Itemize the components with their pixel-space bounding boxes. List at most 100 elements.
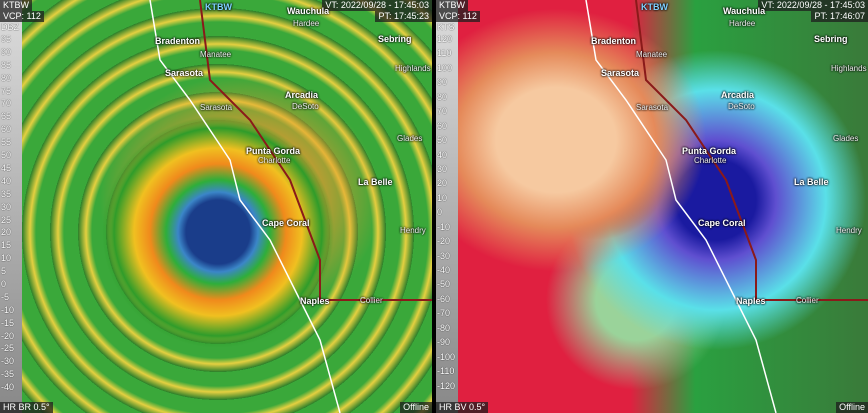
scale-label: -80 [437,322,451,333]
scale-label: 60 [437,120,448,131]
scale-label: 20 [437,178,448,189]
scale-label: -120 [437,380,456,391]
scale-label: 30 [437,163,448,174]
scale-label: 70 [1,98,12,109]
scale-label: -35 [1,369,15,380]
valid-time: VT: 2022/09/28 - 17:45:03 [758,0,868,11]
place-label: Charlotte [694,156,727,165]
scale-label: 0 [1,278,7,289]
process-time: PT: 17:46:07 [811,11,868,22]
scale-label: -10 [437,221,451,232]
scale-label: 55 [1,137,12,148]
scale-label: 40 [1,175,12,186]
place-label: Hendry [836,226,862,235]
place-label: DeSoto [728,102,755,111]
scale-label: 85 [1,59,12,70]
place-label: La Belle [794,177,829,187]
scale-label: -110 [437,366,455,377]
vcp-label: VCP: 112 [0,11,44,22]
product-label: HR BR 0.5° [0,402,53,413]
scale-label: 0 [437,207,443,218]
place-label: Hendry [400,226,426,235]
scale-label: 15 [1,240,12,251]
scale-label: 120 [437,34,453,44]
place-label: Sarasota [200,103,233,112]
station-label: KTBW [0,0,32,11]
place-label: Manatee [636,50,668,59]
scale-label: -20 [437,236,451,247]
place-label: Highlands [831,64,867,73]
place-label: Sarasota [601,68,640,78]
scale-unit: KTS [437,22,455,32]
radar-image [0,0,432,413]
velocity-panel: KTS 120 110 100 90 80 70 60 50 40 30 20 10 0 -10 -20 -30… [436,0,868,413]
place-label: Naples [300,296,330,306]
scale-label: 10 [1,253,12,264]
place-label: Sebring [814,34,848,44]
reflectivity-panel: DBZ 95 90 85 80 75 70 65 60 55 50 45 40 35 30 25 20 15 10 5… [0,0,432,413]
place-label: DeSoto [292,102,319,111]
map-overlay [149,0,432,413]
place-label: Bradenton [591,36,636,46]
scale-label: 40 [437,149,448,160]
scale-label: -50 [437,279,451,290]
scale-label: -10 [1,304,15,315]
status-label: Offline [836,402,868,413]
place-label: Hardee [729,19,756,28]
scale-label: 60 [1,124,12,135]
place-label: Highlands [395,64,431,73]
scale-unit: DBZ [1,22,19,32]
place-label: Wauchula [723,6,766,16]
scale-label: 65 [1,111,12,122]
scale-label: -5 [1,291,10,302]
scale-label: 80 [1,72,12,83]
scale-label: 50 [1,150,12,161]
scale-label: -20 [1,330,15,341]
place-label: Wauchula [287,6,330,16]
place-label: Collier [796,296,819,305]
place-label: Arcadia [721,90,755,100]
place-label: Bradenton [155,36,200,46]
place-label: Cape Coral [698,218,746,228]
place-label: Sarasota [165,68,204,78]
site-label: KTBW [205,2,232,12]
place-label: Punta Gorda [246,146,301,156]
scale-label: 45 [1,162,12,173]
status-label: Offline [400,402,432,413]
place-label: Hardee [293,19,320,28]
scale-label: -25 [1,343,15,354]
scale-label: 100 [437,62,453,73]
scale-label: -70 [437,308,451,319]
place-label: Sebring [378,34,412,44]
scale-label: 90 [437,77,448,88]
process-time: PT: 17:45:23 [375,11,432,22]
scale-label: -90 [437,337,451,348]
scale-label: -40 [1,382,15,393]
scale-label: 95 [1,34,12,44]
scale-label: 110 [437,48,452,59]
scale-label: 50 [437,135,448,146]
scale-label: 90 [1,46,12,57]
scale-label: -60 [437,293,451,304]
place-label: Collier [360,296,383,305]
place-label: Naples [736,296,766,306]
color-scale: KTS 120 110 100 90 80 70 60 50 40 30 20 10 0 -10 -20 -30… [436,0,458,413]
scale-label: 25 [1,214,12,225]
scale-label: -100 [437,351,456,362]
valid-time: VT: 2022/09/28 - 17:45:03 [322,0,432,11]
scale-label: 75 [1,85,12,96]
place-label: Manatee [200,50,232,59]
scale-label: -40 [437,265,451,276]
scale-label: 80 [437,91,448,102]
site-label: KTBW [641,2,668,12]
scale-label: 5 [1,266,7,277]
place-label: Sarasota [636,103,669,112]
place-label: Charlotte [258,156,291,165]
vcp-label: VCP: 112 [436,11,480,22]
map-overlay [585,0,868,413]
scale-label: 10 [437,192,448,203]
place-label: Cape Coral [262,218,310,228]
place-label: Glades [833,134,859,143]
place-label: La Belle [358,177,393,187]
